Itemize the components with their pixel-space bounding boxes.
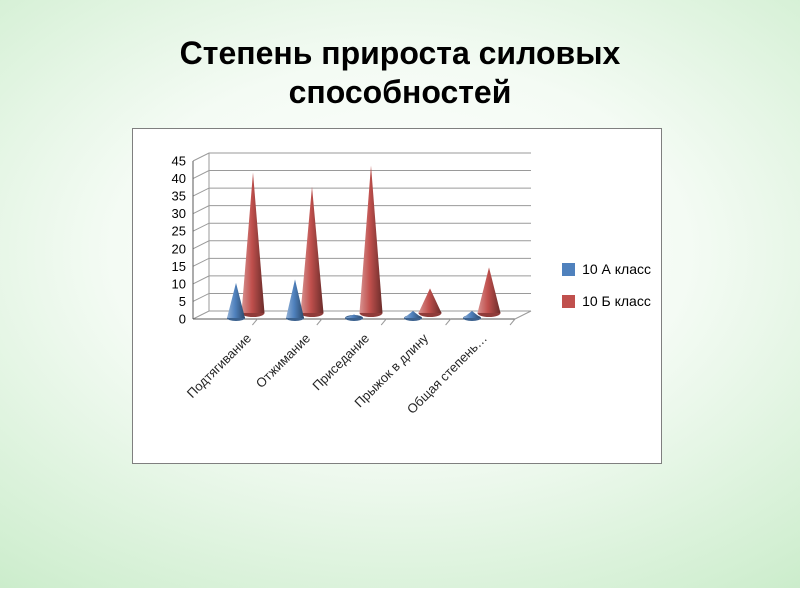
category-label: Отжимание: [253, 331, 313, 391]
cone-series2-0: [241, 172, 265, 313]
y-axis-label: 35: [172, 189, 186, 204]
category-tick: [380, 318, 387, 326]
y-axis-label: 30: [172, 206, 186, 221]
gridline: [192, 170, 531, 180]
gridline: [192, 240, 531, 250]
gridline: [192, 187, 531, 197]
cone-series1-2: [345, 314, 363, 318]
cone-series2-1: [300, 186, 324, 313]
slide-title: Степень прироста силовых способностей: [0, 34, 800, 112]
legend-item: 10 Б класс: [562, 293, 651, 309]
chart-legend: 10 А класс 10 Б класс: [562, 261, 651, 309]
gridline: [192, 222, 531, 232]
legend-swatch: [562, 294, 576, 308]
cone-series2-3: [418, 288, 442, 313]
y-axis-label: 25: [172, 224, 186, 239]
y-axis-label: 45: [172, 154, 186, 169]
legend-label: 10 А класс: [582, 261, 651, 277]
y-axis-label: 40: [172, 171, 186, 186]
chart-panel: 0 5 10 15 20 25 30 35 40 45 Подтягивание Отжимание П…: [132, 128, 662, 464]
slide-title-line2: способностей: [288, 74, 512, 111]
category-label: Подтягивание: [184, 331, 254, 401]
gridline: [192, 205, 531, 215]
cone-chart-svg: 0 5 10 15 20 25 30 35 40 45 ПодтягиваниеОтжиманиеП…: [172, 152, 532, 417]
cone-series2-2: [359, 165, 383, 313]
y-axis-label: 15: [172, 259, 186, 274]
bottom-strip: [0, 588, 800, 600]
gridline: [192, 152, 531, 162]
slide-title-line1: Степень прироста силовых: [179, 35, 621, 71]
category-tick: [252, 318, 258, 326]
category-tick: [509, 318, 516, 326]
gridline: [192, 257, 531, 267]
category-tick: [445, 318, 451, 326]
legend-item: 10 А класс: [562, 261, 651, 277]
cone-series1-0: [227, 282, 245, 318]
y-axis-label: 10: [172, 276, 186, 291]
cone-series1-4: [463, 310, 481, 318]
cone-series1-1: [286, 279, 304, 318]
category-label: Приседание: [309, 331, 372, 394]
cone-series2-4: [477, 267, 501, 313]
cone-series1-3: [404, 310, 422, 318]
y-axis-label: 20: [172, 241, 186, 256]
legend-swatch: [562, 262, 576, 276]
y-axis-label: 5: [179, 294, 186, 309]
floor-edge: [514, 310, 532, 320]
legend-label: 10 Б класс: [582, 293, 651, 309]
y-axis-label: 0: [179, 312, 186, 327]
category-tick: [316, 318, 323, 326]
